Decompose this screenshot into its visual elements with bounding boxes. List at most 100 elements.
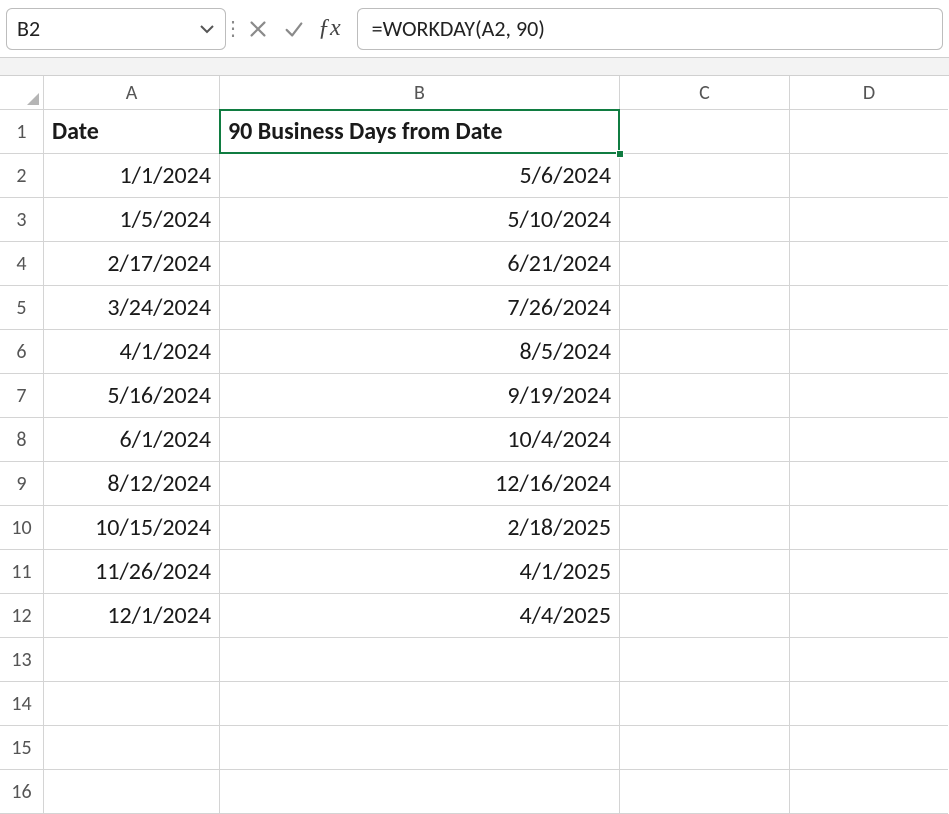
cell-C9[interactable]: [620, 462, 790, 506]
formula-input-value: =WORKDAY(A2, 90): [372, 15, 545, 42]
cell-A16[interactable]: [44, 770, 220, 814]
cell-C13[interactable]: [620, 638, 790, 682]
column-header-D[interactable]: D: [790, 76, 948, 110]
cell-B5[interactable]: 7/26/2024: [220, 286, 620, 330]
select-all-corner[interactable]: [0, 76, 44, 110]
cell-A12[interactable]: 12/1/2024: [44, 594, 220, 638]
row-header-1[interactable]: 1: [0, 110, 44, 154]
name-box[interactable]: B2: [6, 8, 226, 50]
cell-D14[interactable]: [790, 682, 948, 726]
cell-D1[interactable]: [790, 110, 948, 154]
column-header-B[interactable]: B: [220, 76, 620, 110]
cell-D15[interactable]: [790, 726, 948, 770]
cell-D9[interactable]: [790, 462, 948, 506]
row-header-15[interactable]: 15: [0, 726, 44, 770]
cell-C7[interactable]: [620, 374, 790, 418]
cell-B14[interactable]: [220, 682, 620, 726]
row-header-16[interactable]: 16: [0, 770, 44, 814]
cell-C15[interactable]: [620, 726, 790, 770]
row-header-5[interactable]: 5: [0, 286, 44, 330]
cell-C16[interactable]: [620, 770, 790, 814]
cell-A4[interactable]: 2/17/2024: [44, 242, 220, 286]
row-header-2[interactable]: 2: [0, 154, 44, 198]
cell-A9[interactable]: 8/12/2024: [44, 462, 220, 506]
cancel-icon[interactable]: [240, 11, 276, 47]
cell-C1[interactable]: [620, 110, 790, 154]
formula-input[interactable]: =WORKDAY(A2, 90): [357, 8, 943, 50]
cell-B1[interactable]: 90 Business Days from Date: [220, 110, 620, 154]
column-header-C[interactable]: C: [620, 76, 790, 110]
cell-C10[interactable]: [620, 506, 790, 550]
cell-A7[interactable]: 5/16/2024: [44, 374, 220, 418]
cell-B3[interactable]: 5/10/2024: [220, 198, 620, 242]
cell-A6[interactable]: 4/1/2024: [44, 330, 220, 374]
row-header-13[interactable]: 13: [0, 638, 44, 682]
cell-B7[interactable]: 9/19/2024: [220, 374, 620, 418]
cell-A10[interactable]: 10/15/2024: [44, 506, 220, 550]
table-row: 8 6/1/2024 10/4/2024: [0, 418, 949, 462]
cell-C4[interactable]: [620, 242, 790, 286]
row-header-4[interactable]: 4: [0, 242, 44, 286]
cell-A5[interactable]: 3/24/2024: [44, 286, 220, 330]
cell-C8[interactable]: [620, 418, 790, 462]
cell-C11[interactable]: [620, 550, 790, 594]
table-row: 2 1/1/2024 5/6/2024: [0, 154, 949, 198]
row-header-8[interactable]: 8: [0, 418, 44, 462]
cell-D7[interactable]: [790, 374, 948, 418]
cell-D4[interactable]: [790, 242, 948, 286]
cell-B6[interactable]: 8/5/2024: [220, 330, 620, 374]
cell-A15[interactable]: [44, 726, 220, 770]
cell-D3[interactable]: [790, 198, 948, 242]
row-header-14[interactable]: 14: [0, 682, 44, 726]
column-header-A[interactable]: A: [44, 76, 220, 110]
cell-A11[interactable]: 11/26/2024: [44, 550, 220, 594]
chevron-down-icon[interactable]: [199, 21, 215, 37]
cell-D6[interactable]: [790, 330, 948, 374]
cell-C12[interactable]: [620, 594, 790, 638]
cell-D13[interactable]: [790, 638, 948, 682]
row-header-3[interactable]: 3: [0, 198, 44, 242]
row-header-10[interactable]: 10: [0, 506, 44, 550]
cell-A2[interactable]: 1/1/2024: [44, 154, 220, 198]
cell-A13[interactable]: [44, 638, 220, 682]
row-header-7[interactable]: 7: [0, 374, 44, 418]
cell-B9[interactable]: 12/16/2024: [220, 462, 620, 506]
cell-A3[interactable]: 1/5/2024: [44, 198, 220, 242]
cell-D2[interactable]: [790, 154, 948, 198]
row-header-6[interactable]: 6: [0, 330, 44, 374]
cell-D12[interactable]: [790, 594, 948, 638]
cell-D8[interactable]: [790, 418, 948, 462]
table-row: 4 2/17/2024 6/21/2024: [0, 242, 949, 286]
table-row: 11 11/26/2024 4/1/2025: [0, 550, 949, 594]
cell-A1[interactable]: Date: [44, 110, 220, 154]
cell-B2[interactable]: 5/6/2024: [220, 154, 620, 198]
cell-B16[interactable]: [220, 770, 620, 814]
cell-B4[interactable]: 6/21/2024: [220, 242, 620, 286]
row-header-12[interactable]: 12: [0, 594, 44, 638]
cell-C5[interactable]: [620, 286, 790, 330]
cell-D16[interactable]: [790, 770, 948, 814]
row-header-11[interactable]: 11: [0, 550, 44, 594]
cell-C3[interactable]: [620, 198, 790, 242]
cell-B10[interactable]: 2/18/2025: [220, 506, 620, 550]
cell-C6[interactable]: [620, 330, 790, 374]
cell-A14[interactable]: [44, 682, 220, 726]
cell-D10[interactable]: [790, 506, 948, 550]
table-row: 9 8/12/2024 12/16/2024: [0, 462, 949, 506]
cell-B13[interactable]: [220, 638, 620, 682]
cell-C2[interactable]: [620, 154, 790, 198]
formula-bar-row: B2 ⋮ ƒx =WORKDAY(A2, 90): [0, 0, 949, 58]
fx-icon[interactable]: ƒx: [312, 15, 347, 42]
cell-C14[interactable]: [620, 682, 790, 726]
enter-icon[interactable]: [276, 11, 312, 47]
fill-handle[interactable]: [616, 150, 624, 158]
cell-A8[interactable]: 6/1/2024: [44, 418, 220, 462]
cell-D5[interactable]: [790, 286, 948, 330]
cell-B15[interactable]: [220, 726, 620, 770]
cell-B11[interactable]: 4/1/2025: [220, 550, 620, 594]
table-row: 10 10/15/2024 2/18/2025: [0, 506, 949, 550]
cell-D11[interactable]: [790, 550, 948, 594]
row-header-9[interactable]: 9: [0, 462, 44, 506]
cell-B8[interactable]: 10/4/2024: [220, 418, 620, 462]
cell-B12[interactable]: 4/4/2025: [220, 594, 620, 638]
